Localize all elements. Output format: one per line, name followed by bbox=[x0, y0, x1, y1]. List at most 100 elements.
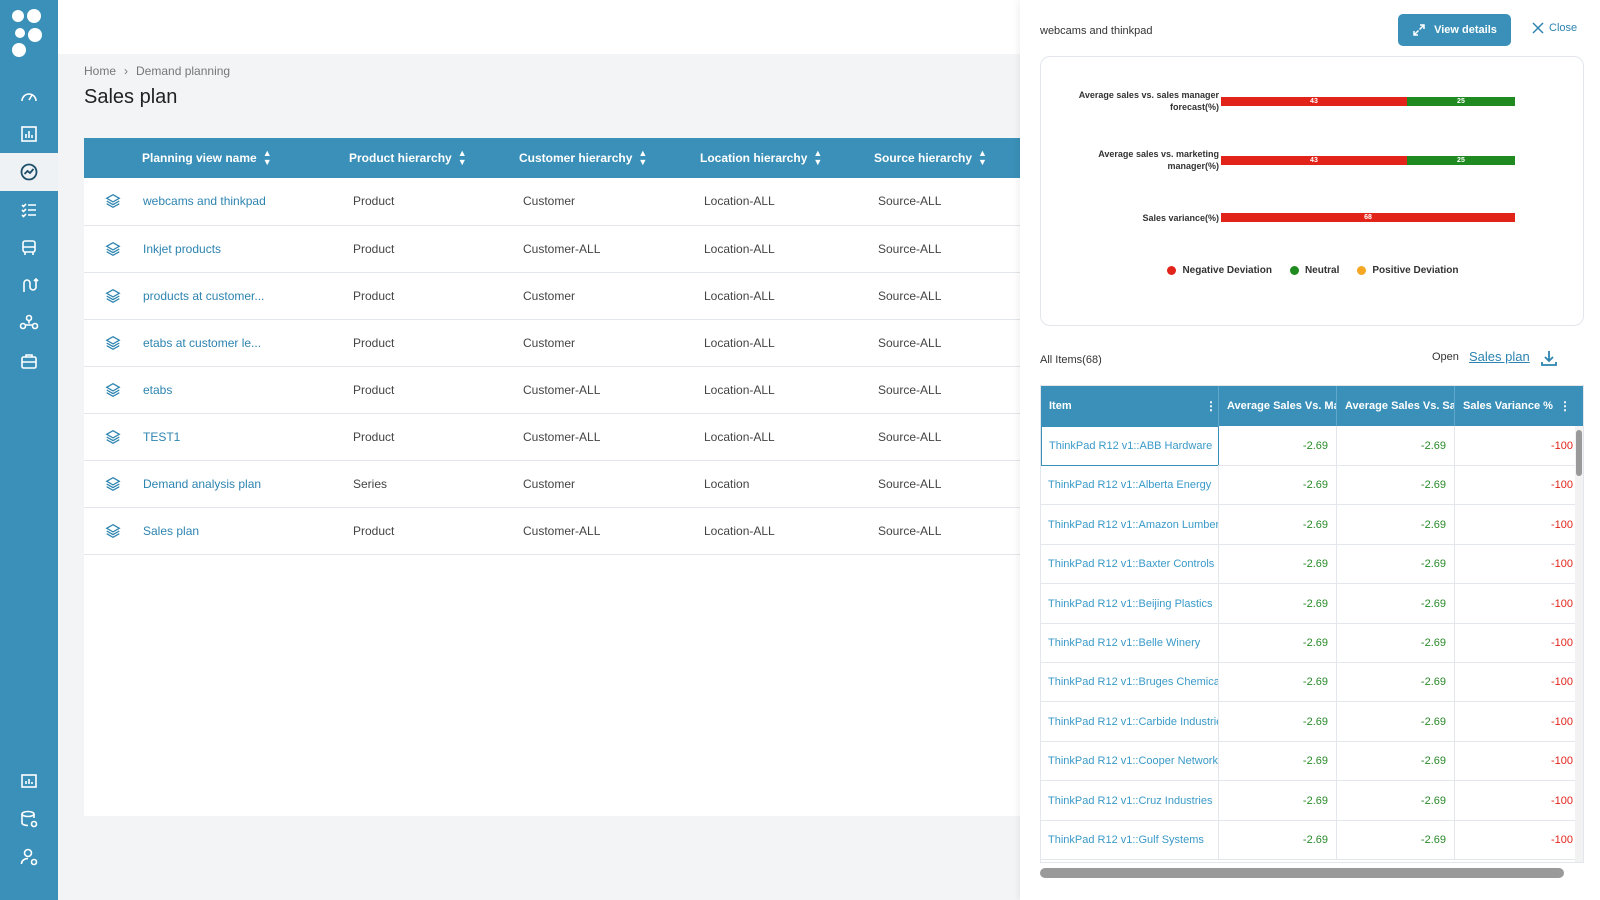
grid-row[interactable]: ThinkPad R12 v1::Beijing Plastics -2.69 … bbox=[1041, 583, 1583, 624]
grid-row[interactable]: ThinkPad R12 v1::Belle Winery -2.69 -2.6… bbox=[1041, 623, 1583, 663]
close-icon bbox=[1532, 22, 1544, 34]
kebab-menu-icon[interactable]: ⋮ bbox=[1205, 399, 1217, 413]
grid-row[interactable]: ThinkPad R12 v1::Amazon Lumber -2.69 -2.… bbox=[1041, 504, 1583, 545]
details-panel: webcams and thinkpad View details Close … bbox=[1020, 0, 1600, 900]
table-row[interactable]: Inkjet products Product Customer-ALL Loc… bbox=[84, 225, 1020, 273]
sort-icon[interactable]: ▲ ▼ bbox=[978, 148, 987, 167]
item-cell[interactable]: ThinkPad R12 v1::Gulf Systems bbox=[1041, 820, 1219, 860]
nav-planning[interactable] bbox=[0, 153, 58, 191]
grid-header-item[interactable]: Item bbox=[1041, 386, 1219, 426]
open-sales-plan-link[interactable]: Sales plan bbox=[1469, 349, 1530, 364]
planning-view-link[interactable]: etabs bbox=[143, 382, 173, 397]
page-title: Sales plan bbox=[84, 86, 178, 108]
grid-row[interactable]: ThinkPad R12 v1::Cruz Industries -2.69 -… bbox=[1041, 780, 1583, 821]
chart-bar-segment[interactable]: 25 bbox=[1406, 97, 1515, 106]
chart-bar-segment[interactable]: 43 bbox=[1221, 156, 1407, 165]
nav-shipments[interactable] bbox=[0, 229, 58, 267]
breadcrumb-current[interactable]: Demand planning bbox=[136, 64, 231, 78]
avg-sales-ma-cell: -2.69 bbox=[1219, 701, 1337, 742]
layers-icon bbox=[105, 241, 121, 256]
item-cell[interactable]: ThinkPad R12 v1::Baxter Controls bbox=[1041, 544, 1219, 585]
nav-routes[interactable] bbox=[0, 266, 58, 304]
avg-sales-sal-cell: -2.69 bbox=[1337, 623, 1455, 663]
header-customer-hierarchy[interactable]: Customer hierarchy ▲ ▼ bbox=[519, 138, 700, 178]
item-cell[interactable]: ThinkPad R12 v1::Amazon Lumber bbox=[1041, 504, 1219, 545]
sort-icon[interactable]: ▲ ▼ bbox=[638, 148, 648, 167]
item-cell[interactable]: ThinkPad R12 v1::Belle Winery bbox=[1041, 623, 1219, 663]
product-hierarchy-cell: Product bbox=[349, 178, 519, 226]
app-logo[interactable] bbox=[8, 6, 48, 62]
view-details-button[interactable]: View details bbox=[1398, 14, 1511, 46]
grid-row[interactable]: ThinkPad R12 v1::Bruges Chemical -2.69 -… bbox=[1041, 662, 1583, 703]
grid-row[interactable]: ThinkPad R12 v1::Carbide Industries -2.6… bbox=[1041, 701, 1583, 742]
planning-view-link[interactable]: TEST1 bbox=[143, 429, 181, 444]
nav-tasks[interactable] bbox=[0, 191, 58, 229]
planning-view-link[interactable]: etabs at customer le... bbox=[143, 335, 262, 350]
nav-cases[interactable] bbox=[0, 342, 58, 380]
nav-network[interactable] bbox=[0, 304, 58, 342]
layers-cell bbox=[84, 225, 142, 273]
item-cell[interactable]: ThinkPad R12 v1::Alberta Energy bbox=[1041, 465, 1219, 506]
table-row[interactable]: TEST1 Product Customer-ALL Location-ALL … bbox=[84, 413, 1020, 461]
chart-bar-segment[interactable]: 43 bbox=[1221, 97, 1407, 106]
close-button[interactable]: Close bbox=[1532, 22, 1577, 34]
planning-view-link[interactable]: products at customer... bbox=[143, 288, 265, 303]
nav-analytics[interactable] bbox=[0, 115, 58, 153]
chart-bar-segment[interactable]: 68 bbox=[1221, 213, 1515, 222]
item-cell[interactable]: ThinkPad R12 v1::Cruz Industries bbox=[1041, 780, 1219, 821]
grid-row[interactable]: ThinkPad R12 v1::Alberta Energy -2.69 -2… bbox=[1041, 465, 1583, 506]
planning-view-link[interactable]: Demand analysis plan bbox=[143, 476, 262, 491]
checklist-icon bbox=[21, 203, 36, 218]
item-cell[interactable]: ThinkPad R12 v1::Cooper Network bbox=[1041, 741, 1219, 782]
vertical-scrollbar[interactable] bbox=[1575, 426, 1583, 862]
sort-icon[interactable]: ▲ ▼ bbox=[813, 148, 823, 167]
truck-icon bbox=[22, 240, 36, 255]
nav-data-settings[interactable] bbox=[0, 800, 58, 838]
planning-view-link[interactable]: webcams and thinkpad bbox=[143, 194, 266, 209]
source-hierarchy-cell: Source-ALL bbox=[874, 178, 1020, 226]
table-row[interactable]: Demand analysis plan Series Customer Loc… bbox=[84, 460, 1020, 508]
customer-hierarchy-cell: Customer-ALL bbox=[519, 507, 700, 555]
grid-header-avg-sales-sal[interactable]: Average Sales Vs. Sal bbox=[1337, 386, 1455, 426]
location-hierarchy-cell: Location-ALL bbox=[700, 225, 874, 273]
scroll-thumb[interactable] bbox=[1576, 430, 1582, 476]
sort-icon[interactable]: ▲ ▼ bbox=[457, 148, 467, 167]
table-row[interactable]: Sales plan Product Customer-ALL Location… bbox=[84, 507, 1020, 555]
kebab-menu-icon[interactable]: ⋮ bbox=[1559, 399, 1571, 413]
grid-row[interactable]: ThinkPad R12 v1::Baxter Controls -2.69 -… bbox=[1041, 544, 1583, 585]
sort-icon[interactable]: ▲ ▼ bbox=[262, 148, 272, 167]
legend-item-negative[interactable]: Negative Deviation bbox=[1167, 265, 1272, 276]
planning-view-link[interactable]: Sales plan bbox=[143, 523, 200, 538]
header-location-hierarchy[interactable]: Location hierarchy ▲ ▼ bbox=[700, 138, 874, 178]
grid-row[interactable]: ThinkPad R12 v1::Gulf Systems -2.69 -2.6… bbox=[1041, 820, 1583, 860]
table-row[interactable]: products at customer... Product Customer… bbox=[84, 272, 1020, 320]
nav-user-settings[interactable] bbox=[0, 838, 58, 876]
customer-hierarchy-cell: Customer bbox=[519, 272, 700, 320]
header-source-hierarchy[interactable]: Source hierarchy ▲ ▼ bbox=[874, 138, 1020, 178]
nav-reports[interactable] bbox=[0, 762, 58, 800]
chart-bar-segment[interactable]: 25 bbox=[1406, 156, 1515, 165]
planning-view-link[interactable]: Inkjet products bbox=[143, 241, 222, 256]
legend-item-positive[interactable]: Positive Deviation bbox=[1357, 265, 1459, 276]
table-row[interactable]: webcams and thinkpad Product Customer Lo… bbox=[84, 178, 1020, 226]
horizontal-scrollbar[interactable] bbox=[1040, 868, 1564, 878]
header-planning-view-name[interactable]: Planning view name ▲ ▼ bbox=[142, 138, 349, 178]
nav-dashboard[interactable] bbox=[0, 78, 58, 116]
briefcase-icon bbox=[21, 354, 37, 369]
legend-item-neutral[interactable]: Neutral bbox=[1289, 265, 1339, 276]
table-row[interactable]: etabs at customer le... Product Customer… bbox=[84, 319, 1020, 367]
avg-sales-sal-cell: -2.69 bbox=[1337, 504, 1455, 545]
download-icon[interactable] bbox=[1539, 348, 1559, 368]
breadcrumb-home[interactable]: Home bbox=[84, 64, 117, 78]
item-cell[interactable]: ThinkPad R12 v1::ABB Hardware bbox=[1041, 426, 1219, 466]
grid-row[interactable]: ThinkPad R12 v1::Cooper Network -2.69 -2… bbox=[1041, 741, 1583, 782]
item-cell[interactable]: ThinkPad R12 v1::Carbide Industries bbox=[1041, 701, 1219, 742]
table-row[interactable]: etabs Product Customer-ALL Location-ALL … bbox=[84, 366, 1020, 414]
grid-row[interactable]: ThinkPad R12 v1::ABB Hardware -2.69 -2.6… bbox=[1041, 426, 1583, 466]
item-cell[interactable]: ThinkPad R12 v1::Bruges Chemical bbox=[1041, 662, 1219, 703]
grid-header-sales-variance[interactable]: Sales Variance % bbox=[1455, 386, 1583, 426]
grid-header-avg-sales-ma[interactable]: Average Sales Vs. Ma bbox=[1219, 386, 1337, 426]
avg-sales-sal-cell: -2.69 bbox=[1337, 662, 1455, 703]
header-product-hierarchy[interactable]: Product hierarchy ▲ ▼ bbox=[349, 138, 519, 178]
item-cell[interactable]: ThinkPad R12 v1::Beijing Plastics bbox=[1041, 583, 1219, 624]
